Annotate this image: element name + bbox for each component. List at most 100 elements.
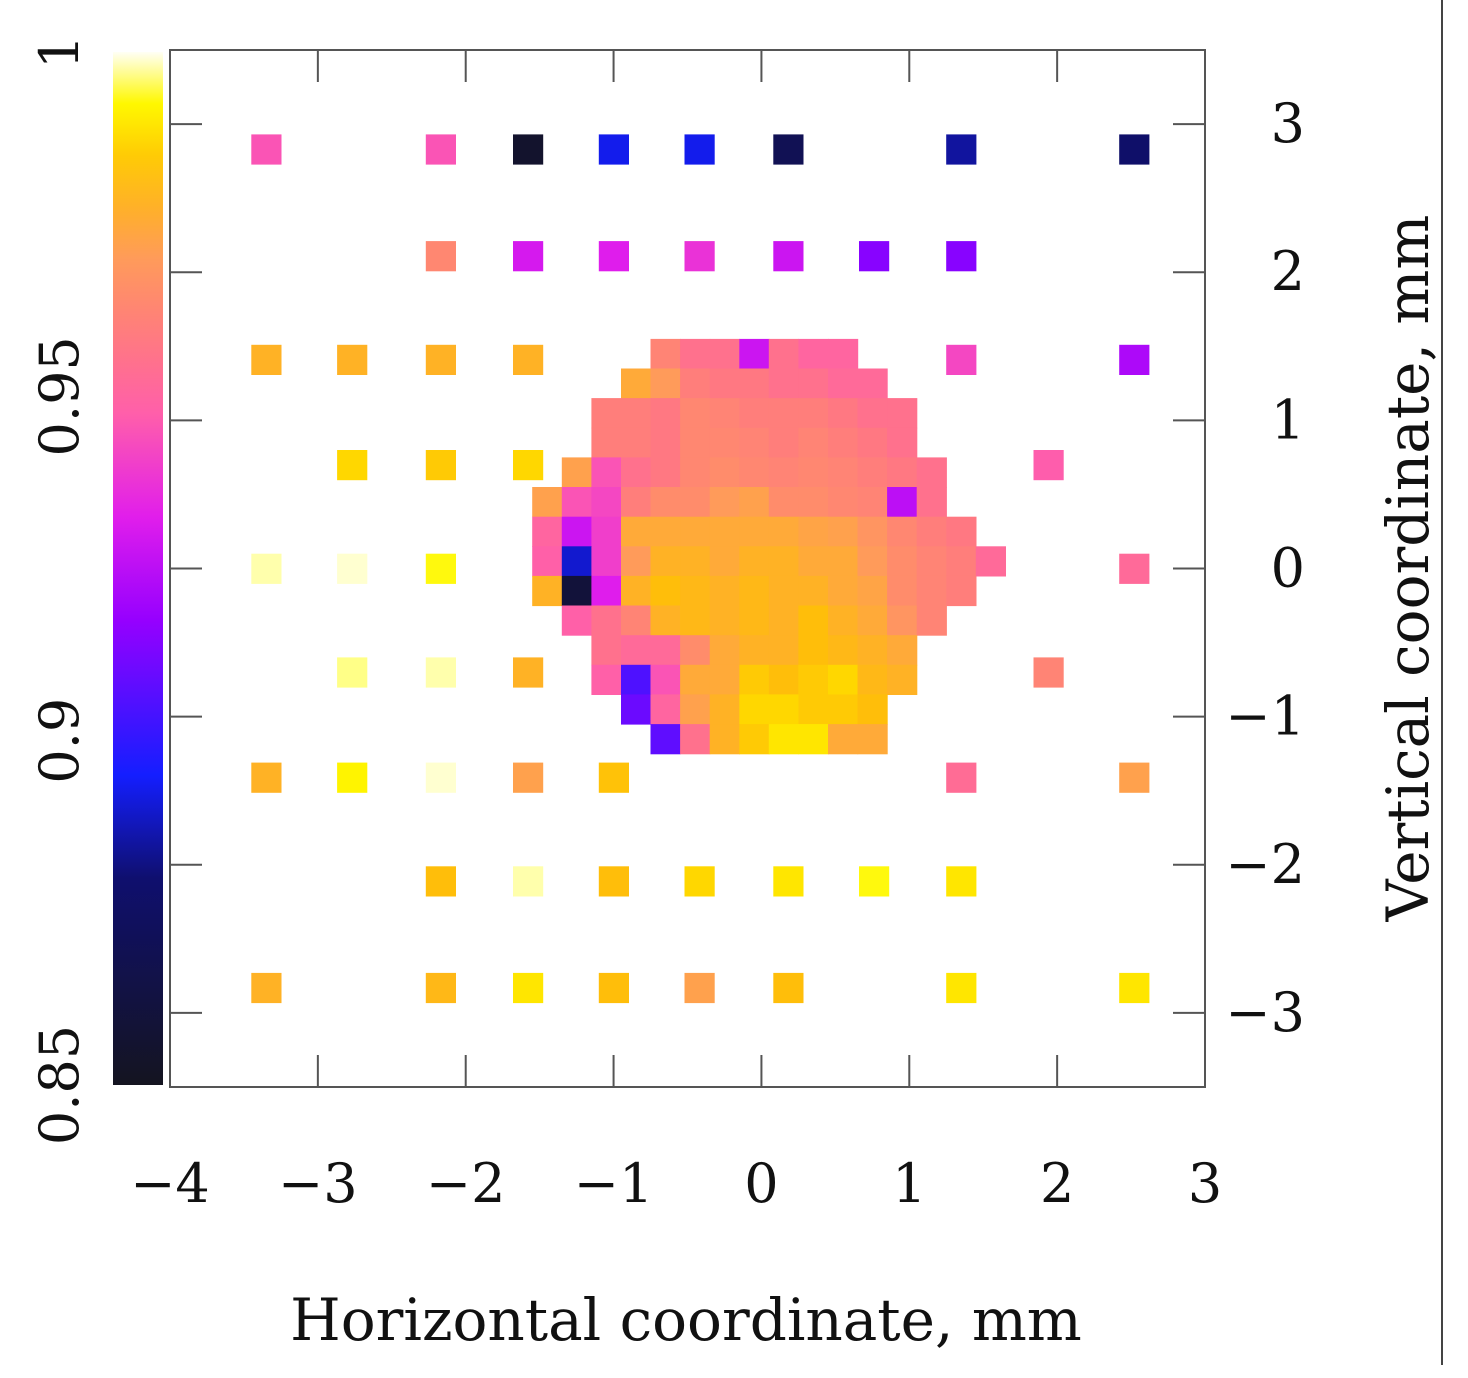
heatmap-cell	[337, 450, 368, 481]
heatmap-cell	[768, 664, 799, 695]
heatmap-cell	[739, 516, 770, 547]
heatmap-cell	[768, 457, 799, 488]
heatmap-cell	[887, 575, 918, 607]
heatmap-cell	[425, 972, 456, 1004]
heatmap-cell	[425, 344, 456, 375]
heatmap-cell	[887, 398, 918, 429]
heatmap-cell	[709, 368, 740, 399]
heatmap-cell	[857, 664, 888, 695]
heatmap-cell	[798, 457, 829, 488]
heatmap-cell	[513, 762, 544, 793]
heatmap-cell	[561, 605, 592, 636]
heatmap-cell	[739, 724, 770, 755]
heatmap-cell	[857, 487, 888, 518]
heatmap-cell	[425, 241, 456, 272]
heatmap-cell	[768, 487, 799, 518]
heatmap-cell	[425, 450, 456, 481]
heatmap-cell	[621, 398, 652, 429]
heatmap-cell	[857, 605, 888, 636]
heatmap-cell	[709, 546, 740, 577]
heatmap-cell	[768, 516, 799, 547]
heatmap-cell	[650, 516, 681, 547]
heatmap-cell	[650, 664, 681, 695]
y-tick-label: −1	[1225, 685, 1305, 748]
heatmap-cell	[621, 457, 652, 488]
heatmap-cell	[773, 134, 804, 165]
heatmap-cell	[513, 450, 544, 481]
heatmap-cell	[513, 972, 544, 1004]
heatmap-cell	[650, 457, 681, 488]
heatmap-cell	[425, 134, 456, 165]
heatmap-cell	[621, 575, 652, 607]
heatmap-cell	[621, 427, 652, 458]
heatmap-cell	[946, 762, 977, 793]
heatmap-cell	[709, 605, 740, 636]
heatmap-cell	[1033, 657, 1064, 688]
heatmap-cell	[337, 657, 368, 688]
heatmap-cell	[591, 575, 622, 607]
y-tick-label: 2	[1271, 240, 1305, 303]
x-tick-label: −2	[426, 1152, 506, 1215]
heatmap-cell	[621, 487, 652, 518]
heatmap-cell	[709, 516, 740, 547]
heatmap-cell	[561, 546, 592, 577]
heatmap-cells	[251, 134, 1150, 1004]
heatmap-cell	[591, 487, 622, 518]
heatmap-cell	[773, 866, 804, 897]
heatmap-cell	[857, 427, 888, 458]
heatmap-cell	[828, 605, 859, 636]
heatmap-cell	[739, 694, 770, 725]
heatmap-cell	[739, 427, 770, 458]
x-tick-label: 3	[1188, 1152, 1222, 1215]
heatmap-cell	[739, 664, 770, 695]
x-tick-label: 1	[892, 1152, 926, 1215]
heatmap-cell	[828, 694, 859, 725]
colorbar-tick-label: 0.9	[28, 698, 91, 784]
heatmap-cell	[1033, 450, 1064, 481]
x-tick-label: −1	[574, 1152, 654, 1215]
heatmap-cell	[513, 866, 544, 897]
heatmap-cell	[680, 664, 711, 695]
heatmap-cell	[650, 487, 681, 518]
heatmap-cell	[916, 546, 947, 577]
heatmap-cell	[798, 427, 829, 458]
y-tick-label: 1	[1271, 388, 1305, 451]
heatmap-cell	[916, 487, 947, 518]
heatmap-cell	[859, 241, 890, 272]
heatmap-cell	[709, 427, 740, 458]
heatmap-cell	[621, 664, 652, 695]
heatmap-cell	[857, 694, 888, 725]
heatmap-cell	[598, 972, 629, 1004]
colorbar-gradient	[113, 52, 163, 1085]
heatmap-cell	[709, 664, 740, 695]
heatmap-cell	[621, 635, 652, 666]
heatmap-cell	[798, 575, 829, 607]
heatmap-cell	[598, 134, 629, 165]
heatmap-cell	[684, 241, 715, 272]
heatmap-cell	[532, 575, 563, 607]
heatmap-cell	[650, 694, 681, 725]
heatmap-cell	[680, 546, 711, 577]
heatmap-cell	[591, 457, 622, 488]
colorbar-tick-labels: 0.85 0.9 0.95 1	[28, 35, 91, 1145]
heatmap-cell	[591, 427, 622, 458]
heatmap-cell	[798, 635, 829, 666]
heatmap-cell	[650, 575, 681, 607]
heatmap-cell	[946, 516, 977, 547]
heatmap-cell	[561, 575, 592, 607]
heatmap-cell	[251, 553, 282, 584]
colorbar: 0.85 0.9 0.95 1	[28, 35, 163, 1145]
heatmap-cell	[709, 487, 740, 518]
heatmap-cell	[591, 398, 622, 429]
heatmap-cell	[798, 724, 829, 755]
heatmap-cell	[887, 605, 918, 636]
y-axis-ticks: −3 −2 −1 0 1 2 3	[170, 92, 1305, 1044]
heatmap-cell	[768, 605, 799, 636]
heatmap-cell	[650, 398, 681, 429]
heatmap-cell	[739, 635, 770, 666]
y-tick-label: 3	[1271, 92, 1305, 155]
heatmap-cell	[768, 635, 799, 666]
heatmap-cell	[591, 546, 622, 577]
heatmap-cell	[680, 575, 711, 607]
